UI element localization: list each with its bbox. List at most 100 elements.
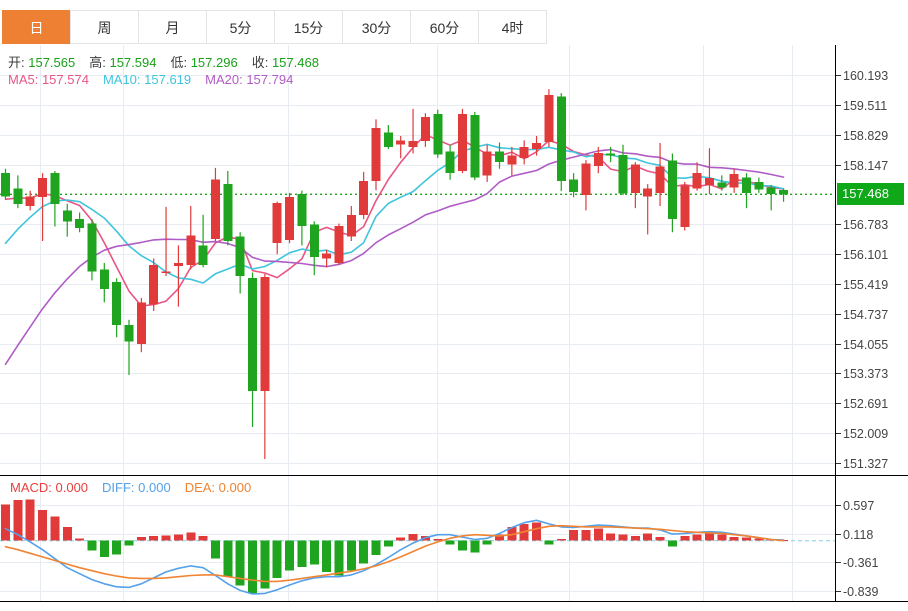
macd-histogram-bar: [556, 538, 566, 541]
macd-histogram-bar: [334, 540, 344, 576]
candle-body: [297, 194, 307, 227]
macd-histogram-bar: [149, 535, 159, 541]
candle-body: [359, 181, 369, 216]
macd-histogram-bar: [87, 540, 97, 551]
candle-body: [87, 223, 97, 272]
macd-histogram-bar: [630, 535, 640, 541]
tab-周[interactable]: 周: [70, 10, 139, 44]
macd-histogram-bar: [13, 499, 23, 541]
candle-body: [482, 151, 492, 176]
macd-histogram-bar: [482, 540, 492, 545]
price-tick-label: 152.691: [843, 397, 888, 411]
macd-histogram-bar: [507, 526, 517, 541]
price-tick-label: 158.147: [843, 159, 888, 173]
macd-histogram-bar: [50, 516, 60, 541]
macd-histogram-bar: [322, 540, 332, 572]
price-tick-label: 160.193: [843, 69, 888, 83]
macd-histogram-bar: [173, 534, 183, 541]
macd-histogram-bar: [371, 540, 381, 556]
macd-histogram-bar: [75, 538, 85, 541]
candle-body: [433, 114, 443, 155]
candle-body: [62, 210, 72, 222]
macd-histogram-bar: [569, 529, 579, 541]
candle-body: [445, 151, 455, 174]
macd-histogram-bar: [235, 540, 245, 586]
candle-body: [124, 325, 134, 342]
candle-body: [680, 185, 690, 228]
price-tick-label: 151.327: [843, 457, 888, 471]
tab-30分[interactable]: 30分: [342, 10, 411, 44]
macd-histogram-bar: [383, 540, 393, 547]
tab-15分[interactable]: 15分: [274, 10, 343, 44]
macd-histogram-bar: [470, 540, 480, 553]
candle-body: [532, 142, 542, 150]
candle-body: [704, 177, 714, 185]
ohlc-readout: 开: 157.565 高: 157.594 低: 157.296 收: 157.468: [8, 52, 333, 71]
candle-body: [618, 155, 628, 194]
candle-body: [408, 141, 418, 147]
tab-月[interactable]: 月: [138, 10, 207, 44]
candle-body: [556, 96, 566, 182]
macd-tick-label: 0.597: [843, 499, 874, 513]
ohlc-low: 低: 157.296: [170, 55, 238, 70]
price-tick-label: 156.101: [843, 248, 888, 262]
current-price-label: 157.468: [837, 183, 904, 205]
macd-readout: MACD: 0.000 DIFF: 0.000 DEA: 0.000: [10, 480, 265, 495]
macd-histogram-bar: [260, 540, 270, 589]
macd-histogram-bar: [396, 537, 406, 541]
macd-histogram-bar: [38, 510, 48, 541]
tab-60分[interactable]: 60分: [410, 10, 479, 44]
candle-body: [334, 226, 344, 263]
macd-histogram-bar: [359, 540, 369, 564]
macd-histogram-bar: [544, 540, 554, 545]
tab-5分[interactable]: 5分: [206, 10, 275, 44]
tab-日[interactable]: 日: [2, 10, 71, 44]
candle-body: [173, 262, 183, 266]
candle-body: [161, 271, 171, 274]
macd-histogram-bar: [309, 540, 319, 565]
timeframe-tabbar: 日周月 5分 15分 30分 60分 4时: [2, 10, 547, 44]
macd-histogram-bar: [754, 538, 764, 541]
price-tick-label: 153.373: [843, 367, 888, 381]
macd-macd: MACD: 0.000: [10, 480, 89, 495]
candle-body: [112, 282, 122, 326]
macd-histogram-bar: [593, 528, 603, 541]
candle-body: [581, 163, 591, 196]
macd-histogram-bar: [680, 535, 690, 541]
macd-histogram-bar: [606, 533, 616, 541]
price-tick-label: 154.737: [843, 308, 888, 322]
candle-body: [371, 128, 381, 182]
candle-body: [149, 265, 159, 305]
price-tick-label: 158.829: [843, 129, 888, 143]
candle-body: [309, 224, 319, 258]
macd-dea: DEA: 0.000: [184, 480, 252, 495]
macd-histogram-bar: [643, 533, 653, 541]
candle-body: [692, 173, 702, 189]
candle-body: [519, 146, 529, 158]
tab-4时[interactable]: 4时: [478, 10, 547, 44]
candle-body: [457, 114, 467, 171]
candle-body: [248, 278, 257, 392]
candle-body: [643, 188, 653, 197]
candle-body: [766, 187, 776, 195]
candle-body: [25, 196, 35, 206]
candle-body: [136, 302, 146, 344]
candle-body: [729, 174, 739, 188]
macd-histogram-bar: [99, 540, 109, 557]
candle-body: [717, 182, 727, 188]
macd-histogram-bar: [285, 540, 295, 571]
candle-body: [655, 166, 665, 193]
macd-histogram-bar: [248, 540, 257, 594]
diff-line: [4, 519, 785, 595]
candle-body: [322, 253, 332, 259]
macd-histogram-bar: [532, 522, 542, 541]
macd-histogram-bar: [433, 538, 443, 541]
macd-histogram-bar: [655, 537, 665, 541]
macd-histogram-bar: [210, 540, 220, 559]
candle-body: [186, 235, 196, 266]
candle-body: [396, 140, 406, 145]
ma-ma20: MA20: 157.794: [205, 72, 294, 87]
macd-histogram-bar: [297, 540, 307, 568]
